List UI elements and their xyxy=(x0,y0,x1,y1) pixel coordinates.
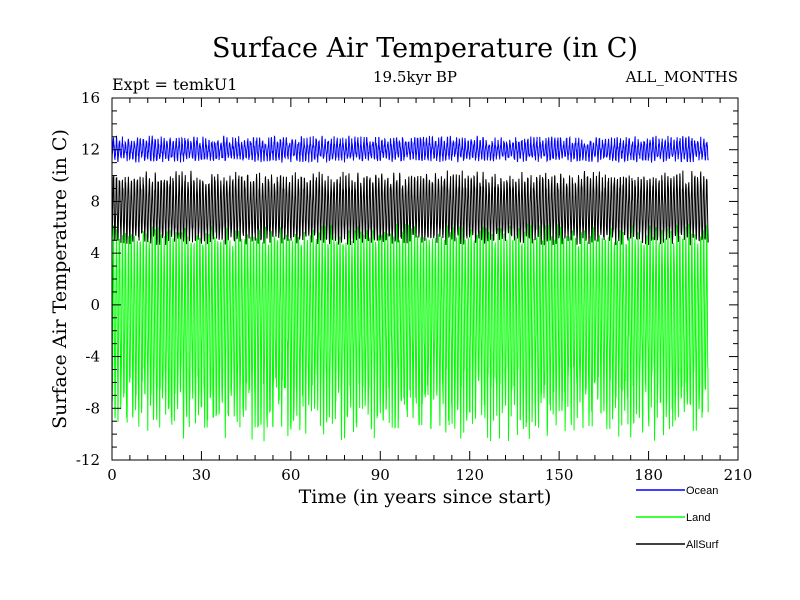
x-tick-label: 180 xyxy=(634,466,663,484)
y-tick-label: 16 xyxy=(81,89,100,107)
series-line-land xyxy=(111,223,709,442)
chart-title: Surface Air Temperature (in C) xyxy=(212,33,638,64)
y-tick-label: 12 xyxy=(81,141,100,159)
y-tick-label: 4 xyxy=(90,244,100,262)
x-tick-labels: 0 30 60 90 120 150 180 210 xyxy=(107,466,752,484)
axis-ticks xyxy=(111,97,739,461)
legend-label-allsurf: AllSurf xyxy=(686,539,719,551)
y-axis-label: Surface Air Temperature (in C) xyxy=(49,129,71,429)
legend-label-ocean: Ocean xyxy=(686,485,718,497)
x-tick-label: 120 xyxy=(455,466,484,484)
x-axis-label: Time (in years since start) xyxy=(299,486,552,508)
x-tick-label: 90 xyxy=(371,466,390,484)
x-tick-label: 0 xyxy=(107,466,117,484)
plot-frame xyxy=(111,97,739,461)
experiment-label: Expt = temkU1 xyxy=(112,75,237,94)
series-line-allsurf xyxy=(111,170,709,246)
series-line-ocean xyxy=(111,135,709,163)
period-label: 19.5kyr BP xyxy=(373,68,457,86)
y-tick-label: 0 xyxy=(90,296,100,314)
series-layer xyxy=(111,135,709,442)
legend: Ocean Land AllSurf xyxy=(636,485,719,551)
y-tick-labels: -12 -8 -4 0 4 8 12 16 xyxy=(76,89,100,469)
x-tick-label: 60 xyxy=(281,466,300,484)
y-tick-label: 8 xyxy=(90,192,100,210)
y-tick-label: -12 xyxy=(76,451,100,469)
x-tick-label: 30 xyxy=(192,466,211,484)
legend-label-land: Land xyxy=(686,512,710,524)
x-tick-label: 210 xyxy=(724,466,753,484)
x-tick-label: 150 xyxy=(545,466,574,484)
y-tick-label: -8 xyxy=(85,399,100,417)
months-label: ALL_MONTHS xyxy=(625,68,738,86)
y-tick-label: -4 xyxy=(85,348,100,366)
